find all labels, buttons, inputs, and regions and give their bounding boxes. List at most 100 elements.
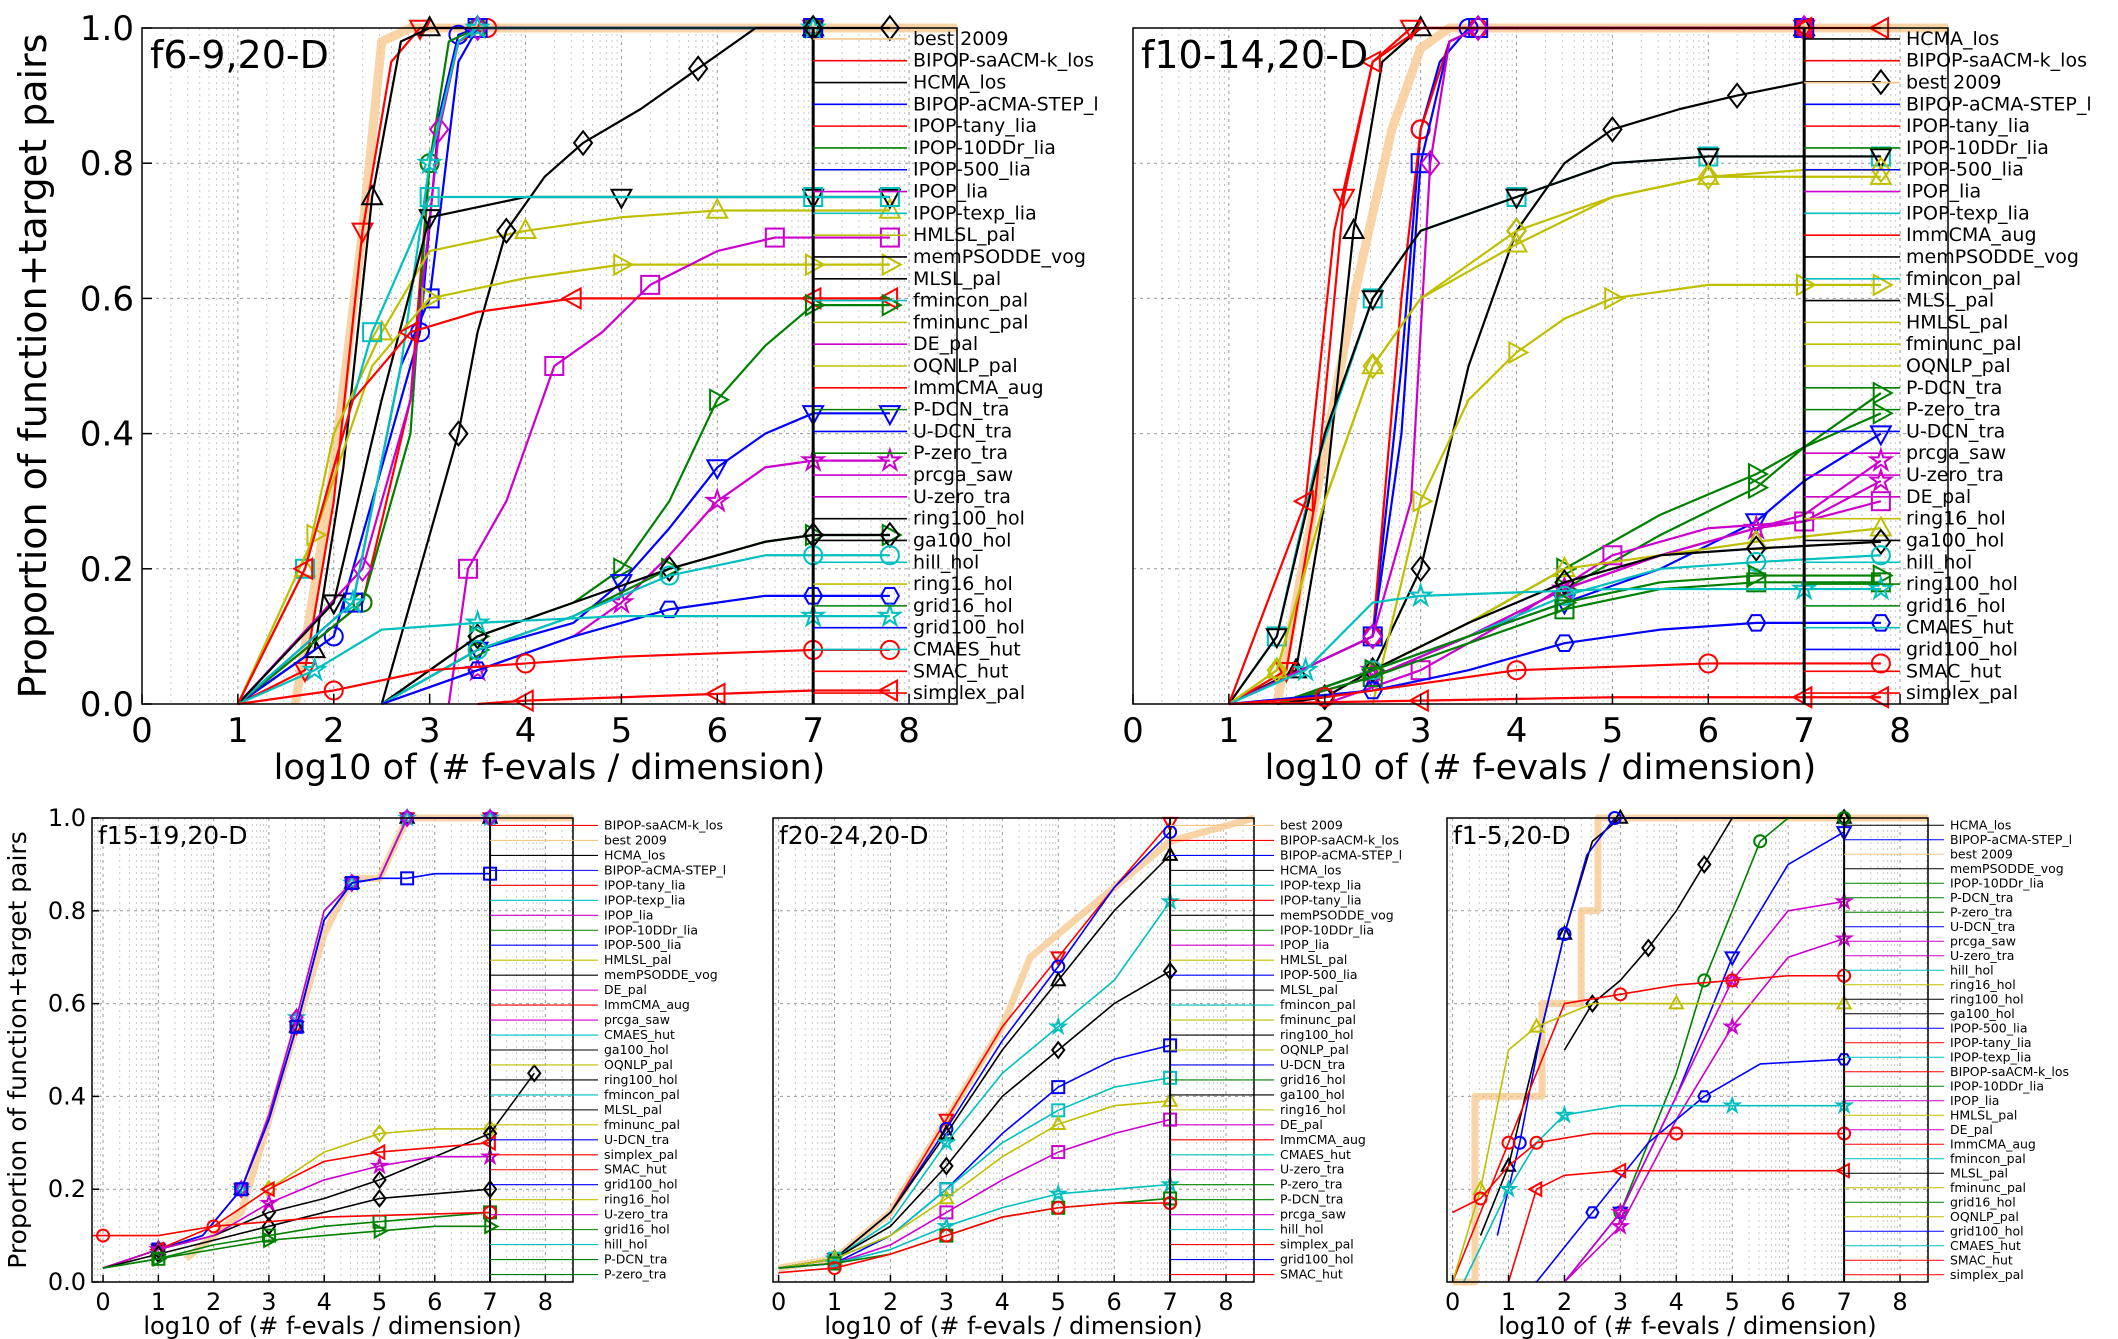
data-point bbox=[1265, 628, 1289, 650]
data-point bbox=[1508, 340, 1530, 365]
data-point bbox=[1473, 1191, 1488, 1206]
legend-label: BIPOP-aCMA-STEP_l bbox=[1280, 847, 1402, 862]
legend-label: simplex_pal bbox=[1280, 1237, 1354, 1252]
y-tick-label: 0.8 bbox=[48, 897, 86, 925]
data-point bbox=[1274, 662, 1299, 684]
legend-label: best 2009 bbox=[913, 28, 1009, 50]
y-tick-label: 0.4 bbox=[48, 1082, 86, 1110]
legend-label: MLSL_pal bbox=[913, 268, 1001, 290]
data-point bbox=[352, 555, 373, 583]
data-point bbox=[1467, 14, 1489, 42]
legend-label: IPOP-tany_lia bbox=[1280, 892, 1362, 907]
legend-label: IPOP-tany_lia bbox=[604, 877, 686, 892]
panel-title: f15-19,20-D bbox=[98, 821, 247, 850]
data-point bbox=[1602, 545, 1623, 566]
data-point bbox=[709, 388, 731, 412]
legend-label: IPOP-tany_lia bbox=[1906, 115, 2030, 137]
data-point bbox=[1410, 555, 1431, 583]
x-tick-label: 5 bbox=[372, 1288, 387, 1316]
data-point bbox=[1362, 681, 1383, 700]
legend-label: ring16_hol bbox=[1906, 508, 2006, 530]
legend-label: fminunc_pal bbox=[1950, 1180, 2026, 1195]
data-point bbox=[1292, 489, 1314, 513]
series-line bbox=[236, 297, 890, 705]
legend-label: BIPOP-aCMA-STEP_l bbox=[913, 93, 1099, 115]
data-point bbox=[1748, 462, 1770, 486]
data-point bbox=[1697, 854, 1712, 874]
legend-label: IPOP_lia bbox=[1906, 181, 1981, 203]
legend-label: grid16_hol bbox=[1280, 1072, 1346, 1087]
x-tick-label: 0 bbox=[1122, 711, 1144, 751]
data-point bbox=[938, 1189, 955, 1205]
y-tick-label: 0.4 bbox=[80, 415, 134, 455]
data-point bbox=[1585, 994, 1600, 1014]
data-point bbox=[458, 558, 478, 579]
y-axis-label: Proportion of function+target pairs bbox=[3, 831, 32, 1268]
data-point bbox=[1362, 623, 1383, 650]
legend-label: SMAC_hut bbox=[913, 660, 1008, 682]
x-tick-label: 6 bbox=[1107, 1288, 1122, 1316]
legend-label: memPSODDE_vog bbox=[913, 246, 1086, 268]
legend-label: OQNLP_pal bbox=[1950, 1209, 2019, 1224]
series-line bbox=[1451, 974, 1845, 1283]
legend-label: ga100_hol bbox=[913, 529, 1011, 551]
plot-area bbox=[1447, 818, 1928, 1282]
x-tick-label: 2 bbox=[1314, 711, 1336, 751]
data-point bbox=[1869, 148, 1893, 170]
legend-label: OQNLP_pal bbox=[1280, 1042, 1349, 1057]
x-tick-label: 0 bbox=[131, 711, 153, 751]
data-point bbox=[1870, 653, 1891, 674]
legend-label: prcga_saw bbox=[604, 1012, 670, 1027]
series-line bbox=[1227, 155, 1881, 705]
legend-label: BIPOP-aCMA-STEP_l bbox=[604, 862, 726, 877]
legend-label: IPOP-tany_lia bbox=[913, 115, 1037, 137]
legend-label: hill_hol bbox=[1906, 551, 1972, 573]
x-tick-label: 0 bbox=[771, 1288, 786, 1316]
data-point bbox=[1723, 951, 1741, 967]
legend-label: ring100_hol bbox=[1906, 573, 2018, 595]
legend-label: HMLSL_pal bbox=[913, 224, 1015, 246]
data-point bbox=[827, 1261, 842, 1276]
data-point bbox=[1791, 685, 1813, 709]
data-point bbox=[1554, 599, 1575, 620]
plot-frame bbox=[1132, 27, 1949, 705]
panel-title: f10-14,20-D bbox=[1141, 33, 1368, 77]
x-tick-label: 3 bbox=[1410, 711, 1432, 751]
y-tick-label: 1.0 bbox=[80, 9, 134, 49]
panel-2: 0 1 2 3 4 5 6 7 8 0.0 0.2 0.4 0.6 0.8 1.0 f15-19,20-D lo… bbox=[3, 804, 726, 1339]
data-point bbox=[1698, 163, 1719, 191]
data-point bbox=[1557, 927, 1572, 941]
data-point bbox=[1696, 163, 1720, 185]
x-tick-label: 5 bbox=[611, 711, 633, 751]
y-tick-label: 1.0 bbox=[48, 804, 86, 832]
data-point bbox=[1746, 552, 1767, 573]
data-point bbox=[1872, 273, 1894, 297]
data-point bbox=[1504, 188, 1529, 210]
data-point bbox=[1506, 217, 1527, 245]
legend-label: simplex_pal bbox=[913, 682, 1025, 704]
data-point bbox=[659, 555, 680, 583]
data-point bbox=[1870, 614, 1892, 632]
legend-label: OQNLP_pal bbox=[1906, 355, 2011, 377]
series-line bbox=[381, 412, 890, 705]
legend-label: DE_pal bbox=[604, 982, 647, 997]
data-point bbox=[261, 1228, 276, 1243]
legend-label: CMAES_hut bbox=[1906, 617, 2014, 639]
legend-label: IPOP-500_lia bbox=[1950, 1020, 2028, 1035]
panel-0: 0 1 2 3 4 5 6 7 8 0.0 0.2 0.4 0.6 0.8 1.0 f6-9,20-D log1… bbox=[11, 9, 1099, 788]
data-point bbox=[369, 1155, 390, 1175]
legend-label: IPOP-10DDr_lia bbox=[604, 922, 698, 937]
data-point bbox=[416, 149, 444, 175]
data-point bbox=[703, 487, 731, 513]
data-point bbox=[234, 1179, 249, 1199]
x-tick-label: 6 bbox=[1697, 711, 1719, 751]
data-point bbox=[259, 1180, 275, 1198]
data-point bbox=[1611, 1162, 1627, 1179]
series-line bbox=[236, 209, 890, 705]
data-point bbox=[704, 682, 726, 706]
legend-label: MLSL_pal bbox=[1906, 290, 1994, 312]
data-point bbox=[560, 286, 582, 310]
data-point bbox=[234, 1182, 249, 1197]
data-point bbox=[544, 356, 565, 376]
series-line bbox=[1276, 581, 1881, 706]
